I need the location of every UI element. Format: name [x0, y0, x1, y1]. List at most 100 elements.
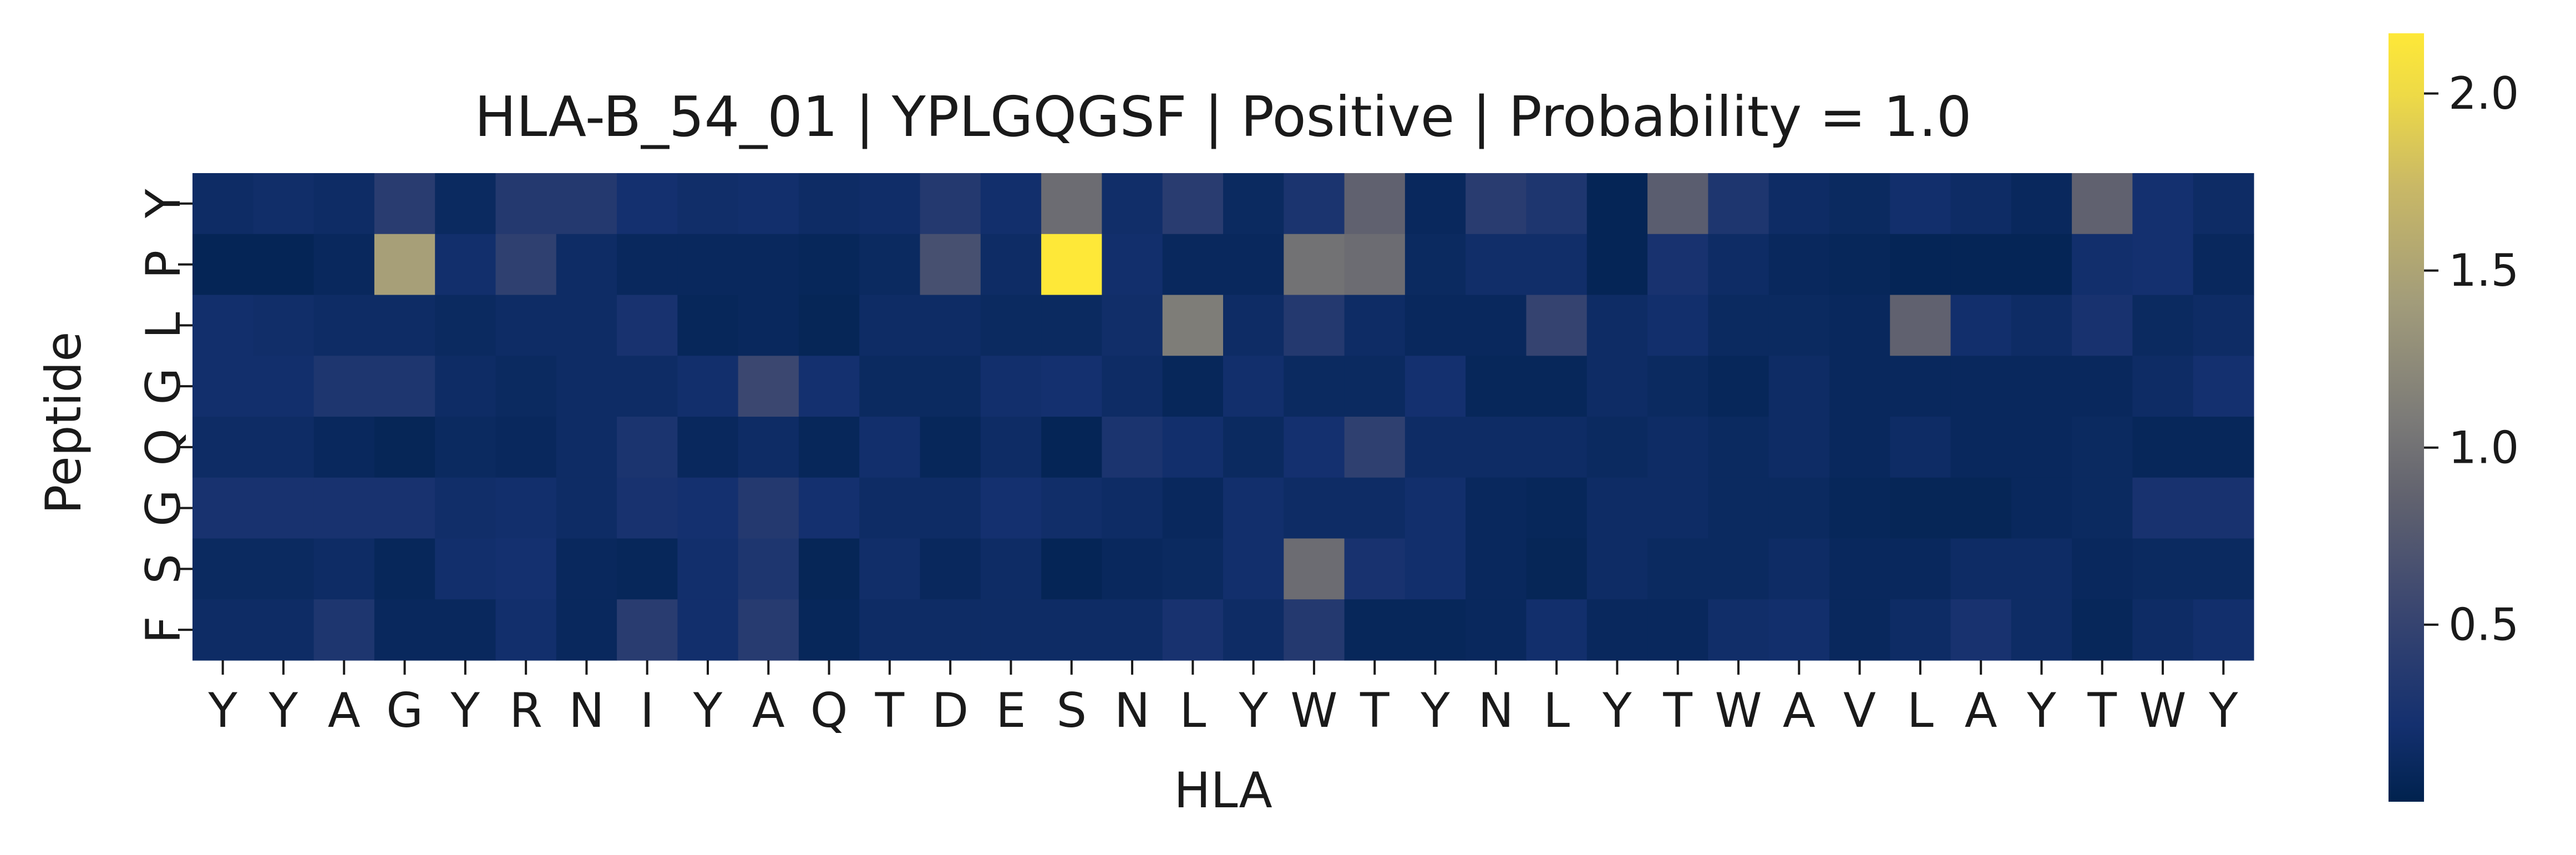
heatmap-cell [1890, 173, 1951, 235]
heatmap-cell [1223, 538, 1284, 600]
heatmap-cell [253, 538, 315, 600]
heatmap-cell [1041, 477, 1103, 539]
heatmap-cell [1890, 477, 1951, 539]
heatmap-cell [192, 599, 253, 661]
heatmap-cell [374, 477, 435, 539]
heatmap-cell [980, 234, 1042, 296]
heatmap-cell [1284, 417, 1345, 478]
y-tick-label: P [136, 250, 191, 279]
heatmap-cell [435, 295, 496, 356]
heatmap-cell [1162, 417, 1224, 478]
heatmap-cell [1223, 173, 1284, 235]
heatmap-cell [374, 295, 435, 356]
heatmap-cell [677, 234, 739, 296]
heatmap-cell [859, 295, 921, 356]
heatmap-cell [1041, 599, 1103, 661]
heatmap-cell [1708, 295, 1769, 356]
heatmap-cell [1466, 477, 1527, 539]
heatmap-cells [192, 173, 2254, 661]
heatmap-cell [980, 599, 1042, 661]
heatmap-cell [253, 234, 315, 296]
x-tick-label: Y [450, 683, 480, 738]
heatmap-cell [677, 477, 739, 539]
colorbar [2389, 33, 2424, 802]
heatmap-cell [313, 477, 375, 539]
heatmap-cell [1586, 599, 1648, 661]
heatmap-cell [1829, 295, 1890, 356]
heatmap-cell [1041, 538, 1103, 600]
heatmap-cell [374, 538, 435, 600]
heatmap-cell [1344, 417, 1406, 478]
heatmap-cell [738, 477, 799, 539]
heatmap-cell [1950, 173, 2012, 235]
heatmap-cell [2072, 173, 2133, 235]
x-tick-label: N [1114, 683, 1150, 738]
heatmap-cell [677, 295, 739, 356]
heatmap-cell [1526, 295, 1588, 356]
heatmap-cell [2072, 295, 2133, 356]
heatmap-cell [556, 538, 617, 600]
x-tick-label: W [1715, 683, 1762, 738]
x-tick-label: A [1965, 683, 1997, 738]
heatmap-cell [313, 234, 375, 296]
heatmap-cell [1647, 356, 1708, 417]
heatmap-cell [435, 234, 496, 296]
x-tick-label: Y [2208, 683, 2238, 738]
heatmap-cell [1829, 599, 1890, 661]
heatmap-cell [1708, 234, 1769, 296]
heatmap-cell [1041, 417, 1103, 478]
heatmap-cell [192, 173, 253, 235]
x-tick-label: N [569, 683, 604, 738]
heatmap-cell [1950, 417, 2012, 478]
heatmap-cell [1708, 538, 1769, 600]
heatmap-cell [435, 477, 496, 539]
heatmap-cell [1284, 538, 1345, 600]
heatmap-cell [859, 599, 921, 661]
heatmap-cell [617, 477, 678, 539]
chart-title: HLA-B_54_01 | YPLGQGSF | Positive | Prob… [474, 84, 1971, 149]
heatmap-cell [1586, 295, 1648, 356]
heatmap-cell [2193, 356, 2254, 417]
heatmap-cell [1950, 477, 2012, 539]
heatmap-cell [1223, 295, 1284, 356]
heatmap-cell [1708, 599, 1769, 661]
y-tick-label: F [136, 616, 191, 643]
colorbar-ticks: 0.5 1.0 1.5 2.0 [2424, 68, 2519, 650]
heatmap-cell [374, 234, 435, 296]
heatmap-cell [1284, 173, 1345, 235]
heatmap-cell [738, 173, 799, 235]
heatmap-cell [1466, 173, 1527, 235]
heatmap-cell [374, 417, 435, 478]
heatmap-cell [1284, 477, 1345, 539]
heatmap-cell [495, 538, 557, 600]
heatmap-cell [617, 417, 678, 478]
heatmap-cell [192, 477, 253, 539]
x-tick-label: A [752, 683, 785, 738]
heatmap-cell [2011, 417, 2072, 478]
heatmap-cell [435, 538, 496, 600]
heatmap-cell [1223, 234, 1284, 296]
heatmap-cell [1466, 599, 1527, 661]
heatmap-cell [556, 417, 617, 478]
heatmap-cell [1526, 417, 1588, 478]
heatmap-cell [1526, 356, 1588, 417]
heatmap-cell [1102, 477, 1163, 539]
heatmap-cell [1829, 356, 1890, 417]
x-tick-label: R [509, 683, 542, 738]
heatmap-cell [617, 234, 678, 296]
heatmap-cell [617, 538, 678, 600]
heatmap-cell [1708, 173, 1769, 235]
heatmap-cell [2011, 477, 2072, 539]
heatmap-cell [435, 599, 496, 661]
heatmap-cell [1526, 234, 1588, 296]
heatmap-cell [1647, 599, 1708, 661]
heatmap-cell [920, 356, 981, 417]
heatmap-cell [1284, 295, 1345, 356]
heatmap-cell [1768, 417, 1830, 478]
colorbar-tick-label: 1.0 [2448, 422, 2519, 473]
heatmap-cell [677, 356, 739, 417]
heatmap-cell [495, 295, 557, 356]
x-tick-label: L [1907, 683, 1934, 738]
heatmap-cell [1647, 173, 1708, 235]
